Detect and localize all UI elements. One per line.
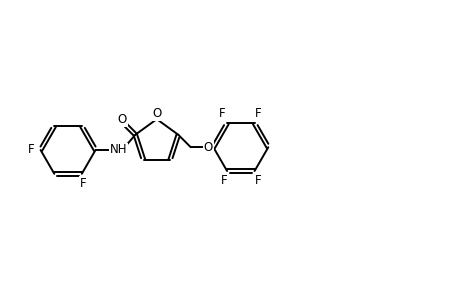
Text: F: F [255,107,261,120]
Text: F: F [255,174,261,187]
Text: O: O [203,141,213,154]
Text: O: O [152,107,161,120]
Text: F: F [218,107,225,120]
Text: F: F [220,174,227,187]
Text: F: F [79,177,86,190]
Text: F: F [28,143,34,157]
Text: O: O [117,113,126,126]
Text: NH: NH [110,143,127,157]
